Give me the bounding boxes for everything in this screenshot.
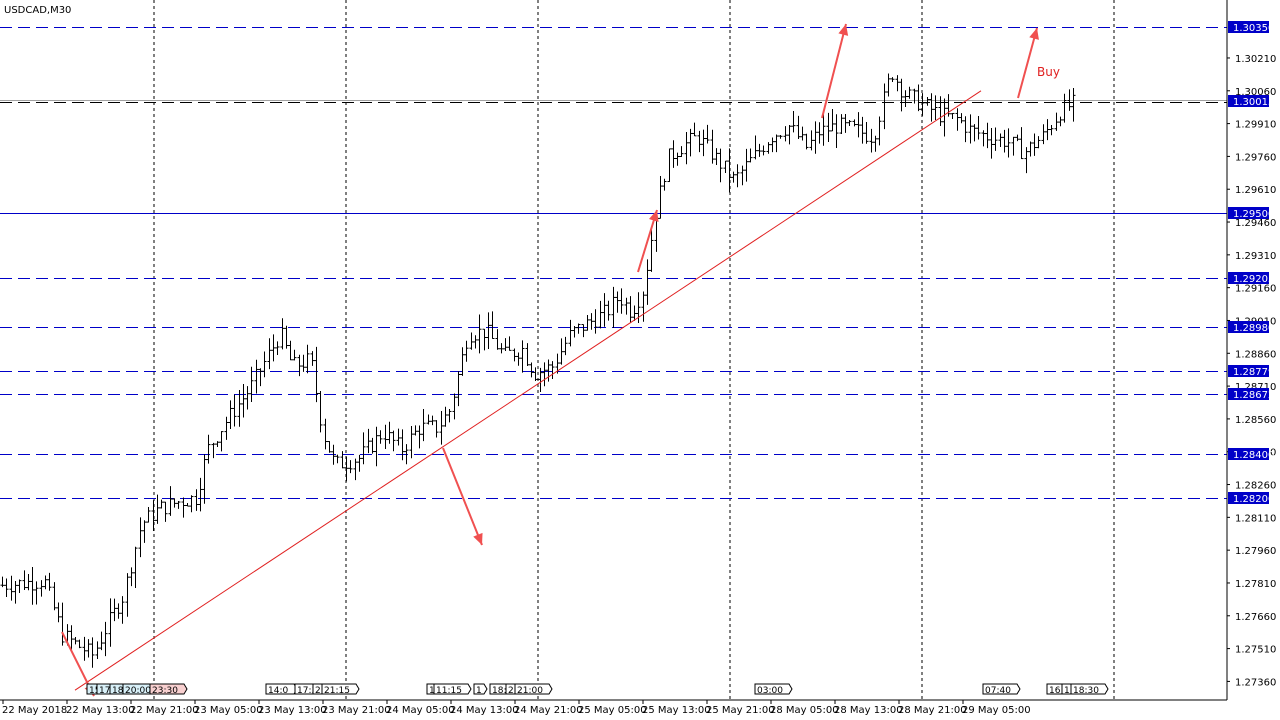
time-tick-label: 24 May 21:00 bbox=[514, 705, 583, 716]
time-marker[interactable] bbox=[473, 683, 488, 695]
price-tick-label: 1.27510 bbox=[1235, 645, 1276, 656]
time-tick-label: 22 May 13:00 bbox=[66, 705, 135, 716]
time-marker[interactable] bbox=[1070, 683, 1109, 695]
time-marker-label: 21:00 bbox=[517, 686, 543, 696]
price-tick-label: 1.27810 bbox=[1235, 579, 1276, 590]
price-tick-label: 1.28560 bbox=[1235, 415, 1276, 426]
time-marker-label: 14:0 bbox=[268, 686, 288, 696]
time-marker-label: 11:15 bbox=[436, 686, 462, 696]
price-tick-label: 1.29610 bbox=[1235, 185, 1276, 196]
time-marker-label: 1 bbox=[476, 686, 482, 696]
price-tick-label: 1.28860 bbox=[1235, 349, 1276, 360]
price-tick-label: 1.27360 bbox=[1235, 677, 1276, 688]
arrow-head-2 bbox=[648, 210, 659, 222]
buy-label: Buy bbox=[1037, 65, 1060, 79]
time-marker-label: 2 bbox=[508, 686, 514, 696]
price-tick-label: 1.29310 bbox=[1235, 251, 1276, 262]
grid-lines bbox=[153, 0, 1115, 700]
chart-title: USDCAD,M30 bbox=[4, 5, 71, 16]
time-tick-label: 24 May 05:00 bbox=[386, 705, 455, 716]
time-marker[interactable] bbox=[433, 683, 472, 695]
time-tick-label: 22 May 21:00 bbox=[130, 705, 199, 716]
price-tick-label: 1.29460 bbox=[1235, 218, 1276, 229]
price-tag-0[interactable] bbox=[1228, 21, 1269, 33]
price-tick-label: 1.29910 bbox=[1235, 120, 1276, 131]
price-tag-4[interactable] bbox=[1228, 321, 1269, 333]
time-tick-label: 22 May 2018 bbox=[2, 705, 67, 716]
time-marker-label: 18 bbox=[112, 686, 124, 696]
price-tags[interactable]: 1.30350 1.30015 1.29500 1.29205 1.28980 1.287… bbox=[1228, 21, 1274, 505]
trendline[interactable] bbox=[74, 90, 982, 691]
price-tick-label: 1.29160 bbox=[1235, 284, 1276, 295]
price-tick-label: 1.30060 bbox=[1235, 87, 1276, 98]
arrow-head-1 bbox=[473, 532, 483, 545]
price-tag-2[interactable] bbox=[1228, 207, 1269, 219]
time-tick-label: 28 May 05:00 bbox=[770, 705, 839, 716]
time-marker[interactable] bbox=[982, 683, 1021, 695]
arrow-head-4 bbox=[1029, 28, 1039, 40]
time-tick-label: 25 May 21:00 bbox=[706, 705, 775, 716]
price-tag-label: 1.28400 bbox=[1233, 450, 1274, 461]
arrow-head-3 bbox=[838, 24, 849, 36]
time-tick-label: 23 May 05:00 bbox=[194, 705, 263, 716]
price-tick-label: 1.27960 bbox=[1235, 546, 1276, 557]
time-tick-label: 28 May 21:00 bbox=[898, 705, 967, 716]
time-marker-label: 21:15 bbox=[324, 686, 350, 696]
time-marker-label: 18: bbox=[492, 686, 506, 696]
time-marker-label: 23:30 bbox=[152, 686, 178, 696]
price-tag-label: 1.28200 bbox=[1233, 494, 1274, 505]
time-tick-label: 25 May 13:00 bbox=[642, 705, 711, 716]
time-marker-label: 1 bbox=[1064, 686, 1070, 696]
time-marker[interactable] bbox=[321, 683, 360, 695]
time-marker-label: 1 bbox=[429, 686, 435, 696]
arrows[interactable] bbox=[61, 23, 1039, 697]
price-tag-label: 1.28980 bbox=[1233, 323, 1274, 334]
price-tag-3[interactable] bbox=[1228, 272, 1269, 284]
time-marker-label: 2 bbox=[315, 686, 321, 696]
candlesticks bbox=[0, 73, 1076, 668]
time-marker-label: 03:00 bbox=[757, 686, 783, 696]
time-marker-label: 18:30 bbox=[1073, 686, 1099, 696]
time-tick-label: 28 May 13:00 bbox=[834, 705, 903, 716]
price-tag-6[interactable] bbox=[1228, 388, 1269, 400]
price-tag-7[interactable] bbox=[1228, 448, 1269, 460]
arrow-4[interactable] bbox=[1017, 27, 1038, 99]
time-tick-label: 23 May 21:00 bbox=[322, 705, 391, 716]
price-tick-label: 1.28710 bbox=[1235, 382, 1276, 393]
time-marker-label: 17 bbox=[99, 686, 110, 696]
price-tag-label: 1.28672 bbox=[1233, 390, 1274, 401]
price-tick-label: 1.28110 bbox=[1235, 513, 1276, 524]
price-tag-5[interactable] bbox=[1228, 365, 1269, 377]
time-tick-label: 25 May 05:00 bbox=[578, 705, 647, 716]
price-tag-label: 1.30015 bbox=[1233, 97, 1274, 108]
time-marker[interactable] bbox=[754, 683, 793, 695]
price-tag-label: 1.30350 bbox=[1233, 23, 1274, 34]
time-marker-label: 15 bbox=[89, 686, 100, 696]
price-tick-label: 1.27660 bbox=[1235, 612, 1276, 623]
price-tag-label: 1.28779 bbox=[1233, 367, 1274, 378]
time-tick-label: 29 May 05:00 bbox=[962, 705, 1031, 716]
price-tick-label: 1.29760 bbox=[1235, 152, 1276, 163]
price-tick-label: 1.28260 bbox=[1235, 481, 1276, 492]
time-tick-label: 23 May 13:00 bbox=[258, 705, 327, 716]
price-tick-label: 1.30210 bbox=[1235, 54, 1276, 65]
price-tag-label: 1.29205 bbox=[1233, 274, 1274, 285]
arrow-3[interactable] bbox=[821, 23, 847, 119]
time-marker-label: 07:40 bbox=[985, 686, 1011, 696]
price-tag-8[interactable] bbox=[1228, 492, 1269, 504]
arrow-1[interactable] bbox=[442, 447, 483, 546]
trendline-group[interactable] bbox=[74, 90, 982, 691]
price-tag-1[interactable] bbox=[1228, 95, 1269, 107]
time-tick-label: 24 May 13:00 bbox=[450, 705, 519, 716]
price-tag-label: 1.29500 bbox=[1233, 209, 1274, 220]
time-marker-label: 16 bbox=[1049, 686, 1061, 696]
time-marker[interactable] bbox=[149, 683, 188, 695]
time-marker-label: 17:3 bbox=[297, 686, 317, 696]
time-marker[interactable] bbox=[514, 683, 553, 695]
time-marker-label: 20:00 bbox=[125, 686, 151, 696]
